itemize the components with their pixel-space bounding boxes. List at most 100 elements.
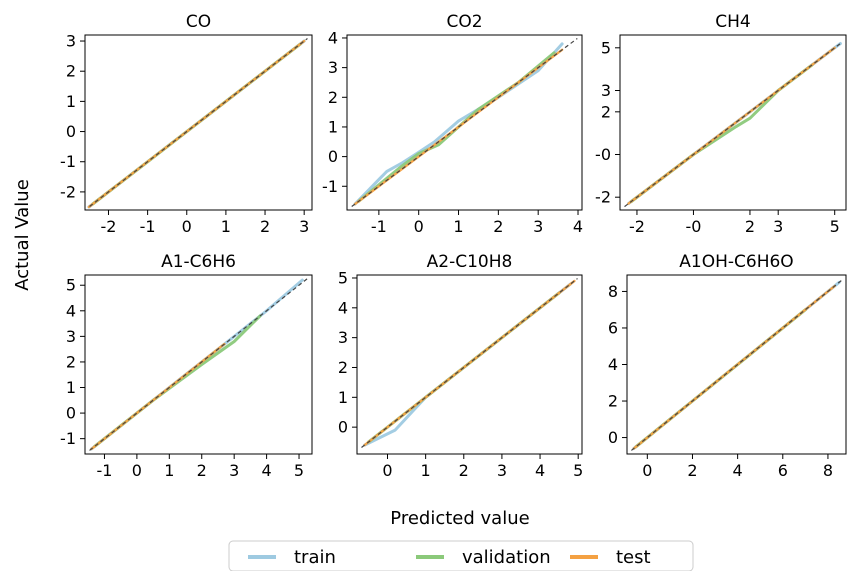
legend-label-test: test: [616, 547, 651, 568]
y-tick-label: 3: [601, 81, 611, 100]
x-tick-label: 2: [459, 461, 469, 480]
y-tick-label: 0: [338, 418, 348, 437]
x-tick-label: 4: [573, 217, 583, 236]
reference-line: [631, 279, 842, 451]
axes-frame: [84, 34, 313, 211]
subplot-a1oh-c6h6o: A1OH-C6H6O 0 2 4 6 8 0 2 4 6 8: [608, 252, 847, 480]
x-tick-label: 8: [823, 461, 833, 480]
x-tick-label: 0: [414, 217, 424, 236]
x-tick-label: -1: [140, 217, 156, 236]
series-line-test: [632, 284, 836, 450]
y-tick-label: 3: [66, 32, 76, 51]
x-tick-label: 1: [453, 217, 463, 236]
legend-label-validation: validation: [462, 547, 551, 568]
reference-line: [624, 42, 842, 208]
y-tick-label: 0: [66, 122, 76, 141]
axes-frame: [346, 34, 583, 211]
x-tick-label: 4: [535, 461, 545, 480]
subplot-a2-c10h8: A2-C10H8 0 1 2 3 4 5 0 1 2 3 4 5: [338, 252, 583, 480]
y-tick-label: 4: [328, 28, 338, 47]
y-tick-label: -1: [60, 429, 76, 448]
y-tick-label: 1: [338, 388, 348, 407]
x-axis-label: Predicted value: [390, 508, 529, 529]
axes-frame: [84, 274, 313, 455]
x-tick-label: 6: [778, 461, 788, 480]
y-tick-label: 2: [601, 102, 611, 121]
x-tick-label: 0: [382, 461, 392, 480]
y-tick-label: 2: [328, 88, 338, 107]
reference-line: [361, 278, 578, 448]
subplot-title: A1-C6H6: [161, 252, 236, 272]
y-tick-label: 3: [338, 328, 348, 347]
x-tick-label: -0: [685, 217, 701, 236]
x-tick-label: 3: [497, 461, 507, 480]
x-tick-label: 1: [421, 461, 431, 480]
y-tick-label: 1: [328, 117, 338, 136]
x-tick-label: 3: [229, 461, 239, 480]
y-tick-label: 1: [66, 378, 76, 397]
plot-area: [87, 38, 308, 209]
x-tick-label: -2: [629, 217, 645, 236]
y-tick-label: 1: [66, 92, 76, 111]
x-tick-label: 5: [573, 461, 583, 480]
plot-area: [624, 42, 842, 208]
legend-label-train: train: [294, 547, 336, 568]
series-line-train: [353, 42, 564, 206]
y-axis-label: Actual Value: [12, 179, 33, 291]
subplot-title: A2-C10H8: [427, 252, 513, 272]
x-tick-label: 2: [197, 461, 207, 480]
x-tick-label: -1: [96, 461, 112, 480]
subplot-title: CH4: [715, 12, 750, 32]
x-tick-label: 0: [132, 461, 142, 480]
y-tick-label: 2: [608, 392, 618, 411]
y-tick-label: 5: [66, 276, 76, 295]
x-tick-label: 2: [493, 217, 503, 236]
y-tick-label: 5: [601, 38, 611, 57]
y-tick-label: 8: [608, 282, 618, 301]
y-tick-label: 0: [608, 428, 618, 447]
legend: train validation test: [228, 540, 694, 571]
x-tick-label: 5: [830, 217, 840, 236]
reference-line: [89, 38, 308, 207]
plot-area: [631, 279, 842, 451]
x-tick-label: -2: [101, 217, 117, 236]
y-tick-label: 2: [338, 358, 348, 377]
plot-area: [89, 278, 308, 451]
x-tick-label: 5: [294, 461, 304, 480]
y-tick-label: -2: [60, 182, 76, 201]
x-tick-label: 2: [745, 217, 755, 236]
x-tick-label: 0: [182, 217, 192, 236]
y-tick-label: -1: [322, 177, 338, 196]
reference-line: [89, 278, 308, 451]
reference-line: [351, 38, 578, 207]
x-tick-label: 2: [260, 217, 270, 236]
y-tick-label: 4: [66, 301, 76, 320]
x-tick-label: -1: [371, 217, 387, 236]
subplot-a1-c6h6: A1-C6H6 -1 0 1 2 3 4 5 -1 0 1 2 3 4 5: [60, 252, 313, 480]
subplot-co2: CO2 -1 0 1 2 3 4 -1 0 1 2 3 4: [322, 12, 583, 236]
subplot-co: CO -2 -1 0 1 2 3 -2 -1 0 1 2 3: [60, 12, 313, 236]
y-tick-label: 3: [66, 327, 76, 346]
y-tick-label: 4: [338, 298, 348, 317]
x-tick-label: 1: [164, 461, 174, 480]
y-tick-label: 2: [66, 62, 76, 81]
y-tick-label: 2: [66, 352, 76, 371]
plot-area: [351, 38, 578, 207]
x-tick-label: 3: [773, 217, 783, 236]
subplot-title: CO: [186, 12, 211, 32]
axes-frame: [356, 274, 583, 455]
legend-box: [228, 540, 694, 571]
x-tick-label: 3: [533, 217, 543, 236]
x-tick-label: 4: [262, 461, 272, 480]
x-tick-label: 3: [299, 217, 309, 236]
y-tick-label: 0: [66, 404, 76, 423]
y-tick-label: -0: [595, 145, 611, 164]
y-tick-label: 5: [338, 268, 348, 287]
x-tick-label: 1: [221, 217, 231, 236]
axes-frame: [619, 34, 847, 211]
subplot-title: A1OH-C6H6O: [679, 252, 793, 272]
x-tick-label: 0: [642, 461, 652, 480]
subplot-title: CO2: [446, 12, 482, 32]
